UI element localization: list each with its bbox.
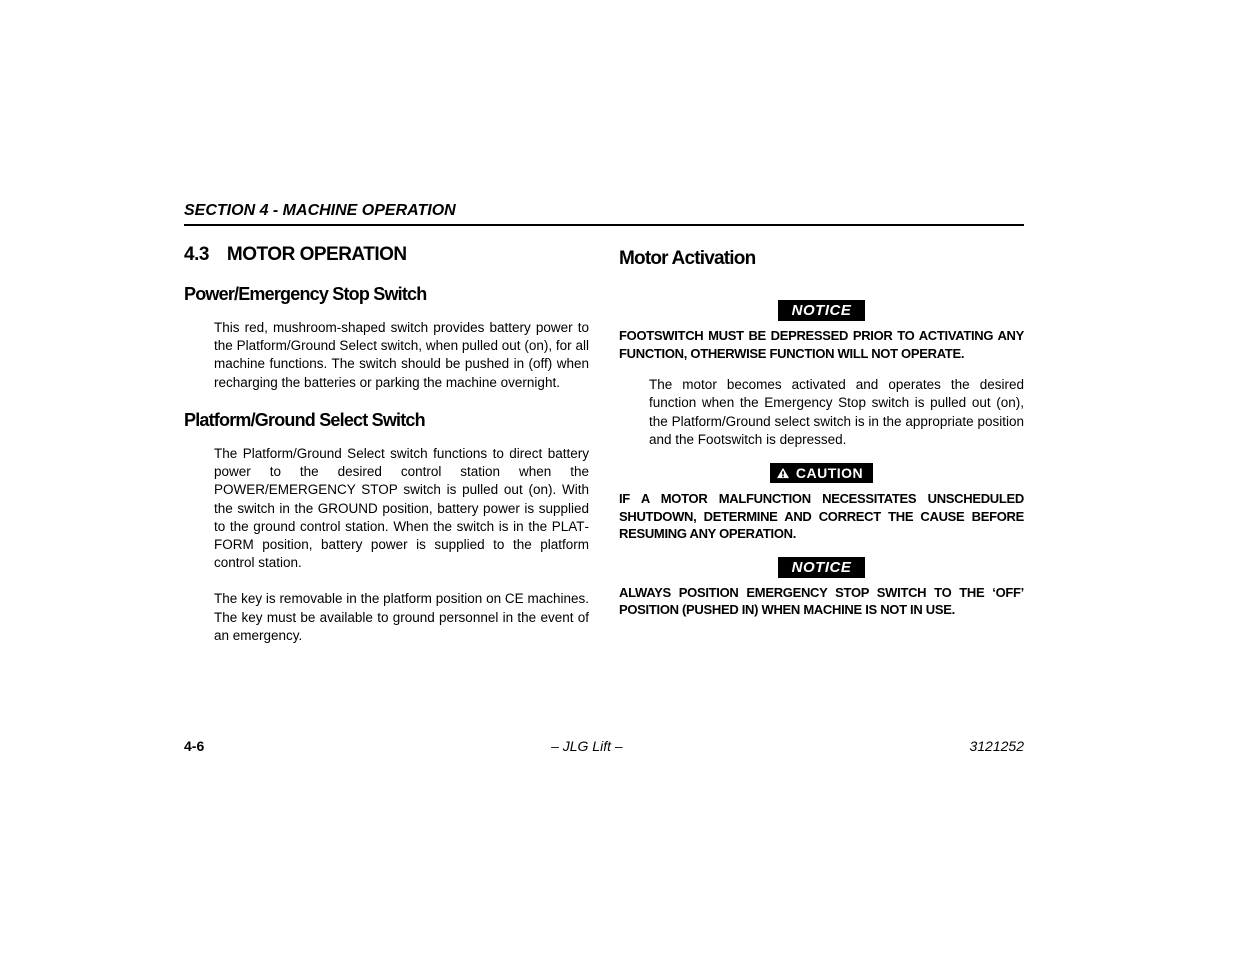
two-column-layout: 4.3 MOTOR OPERATION Power/Emergency Stop …	[184, 244, 1024, 663]
notice-label-2: NOTICE	[778, 557, 866, 578]
caution-container: CAUTION	[619, 463, 1024, 484]
caution-label: CAUTION	[770, 463, 873, 483]
main-heading: 4.3 MOTOR OPERATION	[184, 244, 589, 266]
sub-heading-motor-activation: Motor Activation	[619, 248, 1024, 270]
footer-page-number: 4-6	[184, 738, 204, 754]
page-footer: 4-6 – JLG Lift – 3121252	[184, 738, 1024, 754]
page-content: SECTION 4 - MACHINE OPERATION 4.3 MOTOR O…	[184, 202, 1024, 663]
left-column: 4.3 MOTOR OPERATION Power/Emergency Stop …	[184, 244, 589, 663]
heading-text: MOTOR OPERATION	[227, 244, 407, 265]
body-platform-ground-2: The key is removable in the platform pos…	[214, 590, 589, 645]
caution-label-text: CAUTION	[796, 465, 863, 481]
section-header: SECTION 4 - MACHINE OPERATION	[184, 202, 1024, 226]
notice-1-text: FOOTSWITCH MUST BE DEPRESSED PRIOR TO AC…	[619, 327, 1024, 362]
notice-2-container: NOTICE	[619, 557, 1024, 578]
body-platform-ground-1: The Platform/Ground Select switch functi…	[214, 445, 589, 573]
heading-number: 4.3	[184, 244, 209, 265]
sub-heading-platform-ground: Platform/Ground Select Switch	[184, 410, 589, 431]
notice-1-container: NOTICE	[619, 300, 1024, 321]
body-power-stop: This red, mushroom-shaped switch provide…	[214, 319, 589, 392]
right-column: Motor Activation NOTICE FOOTSWITCH MUST …	[619, 244, 1024, 663]
footer-doc-number: 3121252	[969, 738, 1024, 754]
notice-2-text: ALWAYS POSITION EMERGENCY STOP SWITCH TO…	[619, 584, 1024, 619]
body-motor-activation: The motor becomes activated and operates…	[649, 376, 1024, 449]
warning-triangle-icon	[776, 467, 790, 479]
notice-label-1: NOTICE	[778, 300, 866, 321]
caution-text: IF A MOTOR MALFUNCTION NECESSITATES UNSC…	[619, 490, 1024, 543]
footer-center-text: – JLG Lift –	[551, 738, 623, 754]
sub-heading-power-stop: Power/Emergency Stop Switch	[184, 284, 589, 305]
